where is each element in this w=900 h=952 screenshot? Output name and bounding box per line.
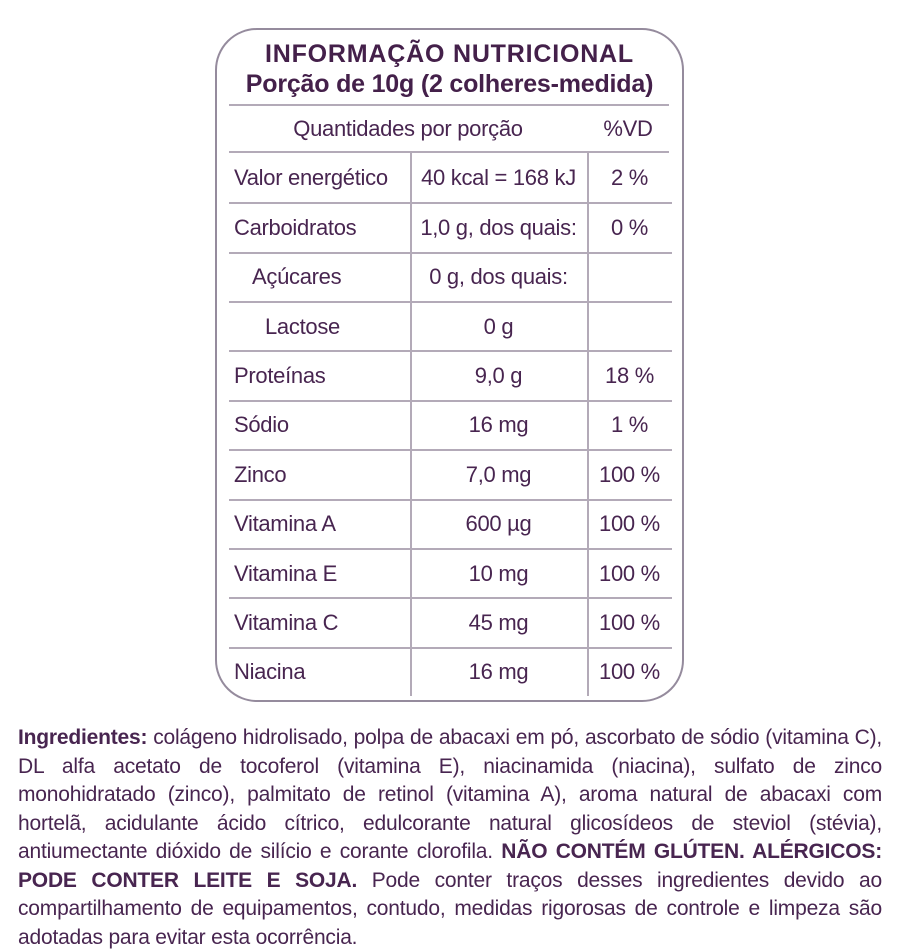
nutrient-vd: 100 % [599,659,660,685]
nutrient-label: Vitamina C [234,609,339,635]
table-row: Vitamina A 600 µg 100 % [229,498,672,548]
table-row: Lactose 0 g [229,301,672,350]
nutrient-vd: 100 % [599,609,660,635]
column-divider [587,153,589,696]
nutrient-label: Sódio [234,412,289,438]
table-row: Proteínas 9,0 g 18 % [229,350,672,399]
nutrient-vd: 2 % [610,164,648,190]
nutrient-quantity: 16 mg [468,659,529,685]
nutrient-rows: Valor energético 40 kcal = 168 kJ 2 % Ca… [229,153,672,696]
serving-size-subtitle: Porção de 10g (2 colheres-medida) [245,70,654,98]
nutrient-quantity: 45 mg [468,609,529,635]
nutrient-label: Lactose [265,313,340,339]
title-divider [229,104,669,106]
nutrient-vd: 0 % [610,215,648,241]
table-row: Valor energético 40 kcal = 168 kJ 2 % [229,153,672,202]
table-row: Açúcares 0 g, dos quais: [229,251,672,301]
nutrient-quantity: 7,0 mg [465,461,532,487]
ingredients-paragraph: Ingredientes: colágeno hidrolisado, polp… [18,726,882,949]
nutrient-quantity: 1,0 g, dos quais: [420,215,577,241]
nutrient-vd: 1 % [610,412,648,438]
nutrient-vd: 100 % [599,511,660,537]
nutrient-label: Zinco [234,461,287,487]
table-row: Carboidratos 1,0 g, dos quais: 0 % [229,202,672,251]
nutrient-quantity: 40 kcal = 168 kJ [421,164,576,190]
table-row: Niacina 16 mg 100 % [229,646,672,696]
nutrient-quantity: 10 mg [468,560,529,586]
column-divider [410,153,412,696]
nutrient-label: Vitamina A [234,511,336,537]
nutrient-label: Niacina [234,659,306,685]
quantities-column-header: Quantidades por porção [293,115,523,141]
nutrient-quantity: 9,0 g [474,363,523,389]
table-row: Sódio 16 mg 1 % [229,399,672,449]
nutrient-quantity: 600 µg [465,511,532,537]
vd-column-header: %VD [603,115,653,141]
table-row: Vitamina E 10 mg 100 % [229,547,672,597]
table-row: Vitamina C 45 mg 100 % [229,597,672,646]
nutrient-quantity: 16 mg [468,412,529,438]
panel-title: INFORMAÇÃO NUTRICIONAL [265,40,634,68]
table-header-row: Quantidades por porção %VD [229,106,669,153]
nutrient-vd: 100 % [599,560,660,586]
nutrient-label: Proteínas [234,363,326,389]
nutrient-quantity: 0 g, dos quais: [429,264,568,290]
nutrient-quantity: 0 g [483,313,514,339]
nutrient-label: Valor energético [234,164,388,190]
nutrient-label: Carboidratos [234,215,357,241]
nutrient-vd: 18 % [605,363,654,389]
nutrient-label: Vitamina E [234,560,337,586]
nutrient-label: Açúcares [252,264,342,290]
nutrient-vd: 100 % [599,461,660,487]
nutrition-facts-panel: INFORMAÇÃO NUTRICIONAL Porção de 10g (2 … [215,28,684,702]
table-row: Zinco 7,0 mg 100 % [229,449,672,498]
